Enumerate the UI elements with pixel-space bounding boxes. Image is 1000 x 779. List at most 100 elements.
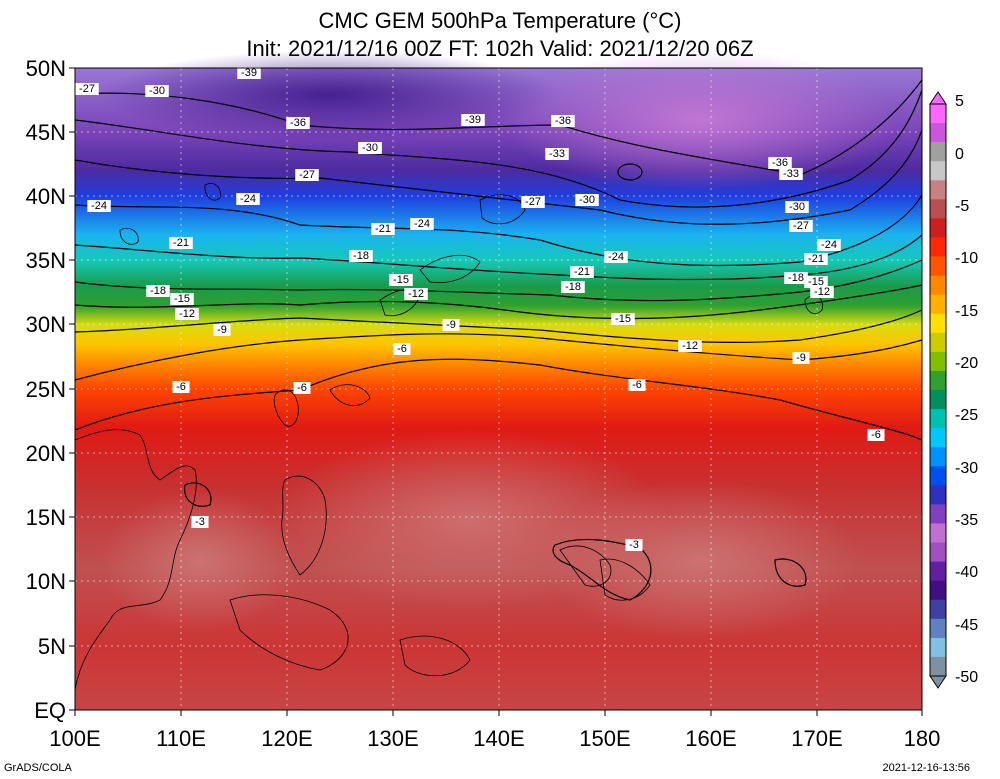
contour-label: -15 bbox=[393, 274, 409, 286]
colorbar-swatch bbox=[930, 142, 946, 162]
contour-label-box bbox=[191, 516, 209, 528]
colorbar-swatch bbox=[930, 428, 946, 448]
contour-label-box bbox=[789, 220, 813, 232]
contour-label-box bbox=[611, 313, 635, 325]
colorbar-label: -5 bbox=[955, 198, 970, 215]
contour-label-box bbox=[461, 114, 485, 126]
contour-label: -12 bbox=[682, 340, 698, 352]
contour-label: -27 bbox=[525, 196, 541, 208]
colorbar-swatch bbox=[930, 294, 946, 315]
contour-label-box bbox=[561, 281, 585, 293]
contour-labels: -39-39-36-36-36-33-33-30-30-30-30-30-27-… bbox=[75, 67, 885, 551]
contour-label-box bbox=[442, 319, 460, 331]
colorbar-swatch bbox=[930, 523, 946, 544]
contour-label-box bbox=[146, 285, 170, 297]
lon-label: 180 bbox=[903, 726, 941, 751]
contour-label-box bbox=[784, 272, 808, 284]
contour-label: -15 bbox=[615, 313, 631, 325]
contour-label-box bbox=[237, 67, 261, 79]
contour-label-box bbox=[87, 200, 111, 212]
colorbar-swatch bbox=[930, 618, 946, 639]
lon-label: 140E bbox=[473, 726, 525, 751]
colorbar-swatch bbox=[930, 409, 946, 429]
lat-label: 15N bbox=[25, 505, 66, 530]
lat-label: 20N bbox=[25, 441, 66, 466]
coastlines bbox=[74, 183, 823, 691]
lon-label: 100E bbox=[49, 726, 101, 751]
contour-label-box bbox=[358, 142, 382, 154]
contour-label-box bbox=[779, 168, 803, 180]
contour-label: -30 bbox=[362, 142, 378, 154]
contour-label: -33 bbox=[549, 148, 565, 160]
contour-label-box bbox=[213, 324, 231, 336]
contour-label: -27 bbox=[793, 220, 809, 232]
lat-label: 50N bbox=[25, 56, 66, 81]
colorbar-swatch bbox=[930, 637, 946, 658]
contour-label: -33 bbox=[783, 168, 799, 180]
colorbar-swatch bbox=[930, 580, 946, 601]
contour-label-box bbox=[678, 340, 702, 352]
contour-label: -15 bbox=[808, 276, 824, 288]
axis-ticks bbox=[69, 67, 923, 716]
lat-label: 25N bbox=[25, 377, 66, 402]
colorbar-swatch bbox=[930, 237, 946, 258]
contour-label-box bbox=[575, 194, 599, 206]
colorbar-swatch bbox=[930, 542, 946, 563]
contour-label-box bbox=[810, 286, 834, 298]
colorbar-swatch bbox=[930, 104, 946, 124]
contour-label: -39 bbox=[465, 114, 481, 126]
lat-label: EQ bbox=[34, 698, 66, 723]
contour-label-box bbox=[349, 250, 373, 262]
colorbar-swatch bbox=[930, 390, 946, 410]
colorbar-swatch bbox=[930, 447, 946, 467]
colorbar-swatch bbox=[930, 199, 946, 219]
contour-label: -36 bbox=[290, 117, 306, 129]
colorbar-swatch bbox=[930, 485, 946, 505]
contour-label: -18 bbox=[788, 272, 804, 284]
contour-label: -24 bbox=[608, 251, 624, 263]
contour-label-box bbox=[804, 276, 828, 288]
contour-label-box bbox=[867, 429, 885, 441]
contour-label: -18 bbox=[150, 285, 166, 297]
contour-label-box bbox=[570, 266, 594, 278]
colorbar-swatch bbox=[930, 256, 946, 277]
lon-label: 110E bbox=[156, 726, 206, 751]
contour-label: -18 bbox=[353, 250, 369, 262]
contour-label: -36 bbox=[555, 115, 571, 127]
contour-label-box bbox=[172, 381, 190, 393]
contour-label: -24 bbox=[91, 200, 107, 212]
isotherm-contours bbox=[74, 79, 923, 601]
contour-label-box bbox=[170, 293, 194, 305]
contour-label: -6 bbox=[871, 429, 881, 441]
contour-label-box bbox=[393, 343, 411, 355]
lat-label: 30N bbox=[25, 312, 66, 337]
contour-label: -24 bbox=[414, 218, 430, 230]
contour-label: -27 bbox=[79, 83, 95, 95]
colorbar-label: 0 bbox=[955, 146, 964, 163]
contour-label: -24 bbox=[240, 193, 256, 205]
contour-label-box bbox=[521, 196, 545, 208]
lat-label: 45N bbox=[25, 120, 66, 145]
contour-label: -6 bbox=[176, 381, 186, 393]
contour-label: -6 bbox=[397, 343, 407, 355]
colorbar-frame bbox=[929, 103, 947, 677]
colorbar-swatch bbox=[930, 275, 946, 296]
colorbar-min-arrow bbox=[929, 675, 947, 689]
contour-label: -24 bbox=[821, 239, 837, 251]
colorbar bbox=[929, 91, 947, 689]
colorbar-swatch bbox=[930, 123, 946, 143]
contour-label-box bbox=[545, 148, 569, 160]
contour-label: -12 bbox=[408, 288, 424, 300]
colorbar-swatch bbox=[930, 466, 946, 486]
colorbar-swatch bbox=[930, 599, 946, 620]
colorbar-swatch bbox=[930, 180, 946, 200]
lon-label: 160E bbox=[685, 726, 737, 751]
contour-label: -39 bbox=[241, 67, 257, 79]
contour-label: -3 bbox=[195, 516, 205, 528]
contour-label-box bbox=[768, 157, 792, 169]
colorbar-label: 5 bbox=[955, 93, 964, 110]
contour-label-box bbox=[371, 223, 395, 235]
colorbar-swatch bbox=[930, 161, 946, 181]
contour-label: -21 bbox=[173, 237, 189, 249]
